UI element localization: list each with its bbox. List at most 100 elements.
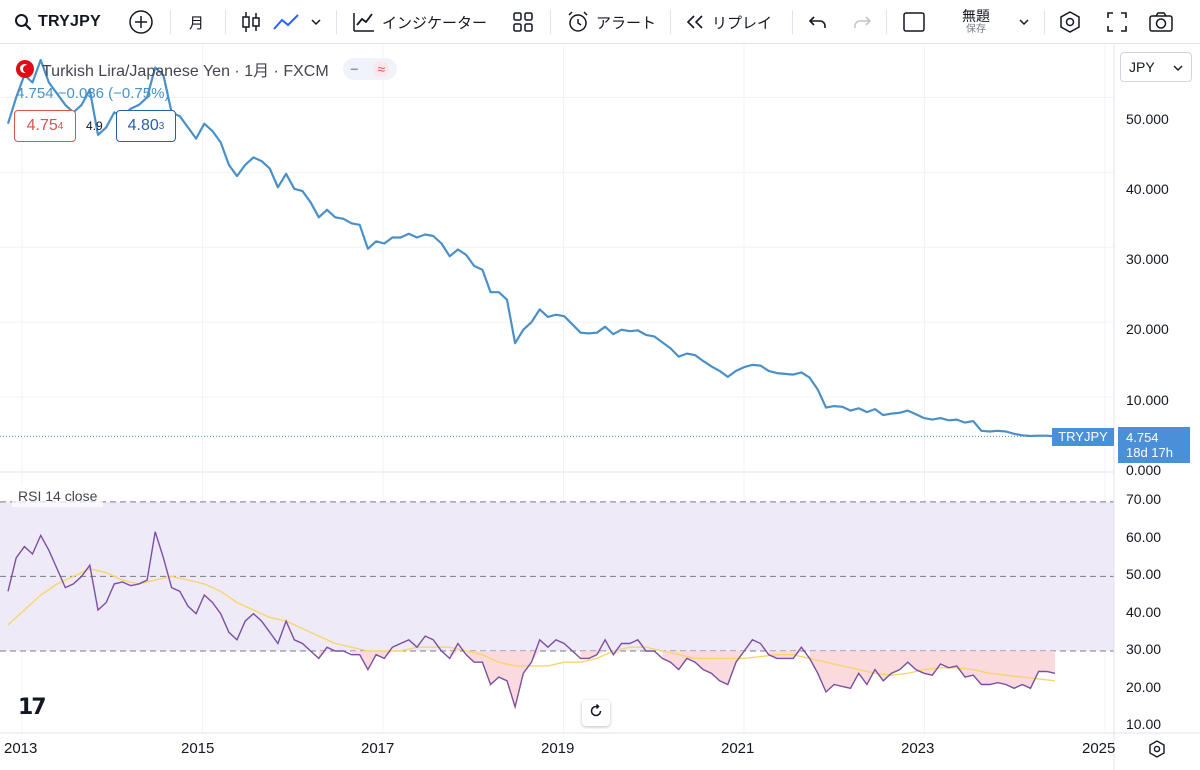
alert-button[interactable]: アラート — [566, 0, 656, 44]
indicator-templates-button[interactable] — [512, 0, 534, 44]
indicators-button[interactable]: インジケーター — [352, 0, 487, 44]
last-price-value: 4.754 — [1126, 430, 1159, 445]
wave-icon: ≈ — [373, 61, 390, 77]
rsi-tick: 60.00 — [1126, 529, 1162, 545]
chart-canvas[interactable] — [0, 45, 1200, 770]
turkey-flag-icon — [16, 60, 34, 78]
minus-icon: − — [350, 61, 359, 77]
chart-grid — [0, 45, 1114, 733]
interval-button[interactable]: 月 — [189, 0, 204, 44]
time-tick: 2015 — [181, 740, 215, 757]
rsi-band-background — [0, 501, 1114, 651]
layout-square-icon — [902, 11, 926, 33]
indicators-label: インジケーター — [382, 14, 488, 32]
grid-icon — [512, 11, 534, 33]
rsi-tick: 50.00 — [1126, 566, 1162, 582]
hexagon-gear-icon — [1058, 10, 1082, 34]
sell-price-main: 4.75 — [26, 117, 58, 134]
price-line — [6, 58, 1056, 438]
alert-label: アラート — [596, 14, 657, 32]
rsi-legend[interactable]: RSI 14 close — [12, 485, 104, 507]
toolbar-divider — [225, 10, 226, 34]
buy-price-pip: 3 — [158, 120, 165, 132]
series-legend: Turkish Lira/Japanese Yen · 1月 · FXCM − … — [16, 57, 397, 81]
spread-value: 4.9 — [86, 119, 103, 133]
toolbar-divider — [170, 10, 171, 34]
series-title: Turkish Lira/Japanese Yen · 1月 · FXCM — [42, 63, 329, 80]
last-price-tag: 4.754 18d 17h — [1118, 427, 1190, 463]
chevron-down-icon — [1173, 59, 1183, 75]
bar-countdown: 18d 17h — [1126, 445, 1173, 460]
time-tick: 2013 — [4, 740, 38, 757]
candlestick-icon — [240, 10, 262, 34]
price-tick: 10.000 — [1126, 392, 1169, 408]
camera-icon — [1148, 11, 1174, 33]
price-tick: 40.000 — [1126, 181, 1169, 197]
indicators-icon — [352, 11, 376, 33]
fullscreen-icon — [1106, 11, 1128, 33]
time-tick: 2017 — [361, 740, 395, 757]
rsi-tick: 10.00 — [1126, 716, 1162, 732]
interval-label: 月 — [189, 14, 205, 32]
layout-name-button[interactable]: 無題 保存 — [948, 0, 1004, 44]
time-tick: 2019 — [541, 740, 575, 757]
snapshot-button[interactable] — [1148, 0, 1174, 44]
legend-price-change: 4.754 −0.036 (−0.75%) — [16, 85, 170, 102]
rsi-tick: 20.00 — [1126, 679, 1162, 695]
buy-price-button[interactable]: 4.80 3 — [116, 110, 176, 142]
price-tick: 30.000 — [1126, 251, 1169, 267]
toolbar-divider — [550, 10, 551, 34]
undo-button[interactable] — [808, 0, 828, 44]
rsi-line — [7, 531, 1056, 710]
chart-type-line-button[interactable] — [272, 0, 300, 44]
hexagon-gear-icon — [1148, 739, 1166, 763]
toolbar-divider — [792, 10, 793, 34]
rsi-tick: 40.00 — [1126, 604, 1162, 620]
time-tick: 2025 — [1082, 740, 1116, 757]
legend-toggle-pill[interactable]: − ≈ — [342, 58, 397, 80]
rsi-ma-line — [7, 568, 1056, 682]
time-axis-settings-button[interactable] — [1146, 739, 1168, 763]
price-tick: 50.000 — [1126, 111, 1169, 127]
sell-price-pip: 4 — [57, 120, 64, 132]
time-tick: 2023 — [901, 740, 935, 757]
sell-price-button[interactable]: 4.75 4 — [14, 110, 76, 142]
buy-price-main: 4.80 — [127, 117, 159, 134]
rsi-tick: 30.00 — [1126, 641, 1162, 657]
plus-circle-icon — [128, 9, 154, 35]
layout-menu-dropdown[interactable] — [1018, 0, 1030, 44]
symbol-name: TRYJPY — [38, 13, 101, 30]
layout-title: 無題 — [962, 8, 990, 24]
toolbar-divider — [336, 10, 337, 34]
fullscreen-button[interactable] — [1106, 0, 1128, 44]
toolbar-divider — [886, 10, 887, 34]
chevron-down-icon — [310, 18, 322, 26]
layout-button[interactable] — [902, 0, 926, 44]
chart-type-candles-button[interactable] — [240, 0, 262, 44]
tradingview-logo[interactable]: 17 — [18, 695, 47, 720]
currency-dropdown[interactable]: JPY — [1120, 52, 1192, 82]
rsi-tick: 70.00 — [1126, 491, 1162, 507]
last-price-symbol-tag: TRYJPY — [1052, 428, 1114, 446]
compare-symbol-button[interactable] — [128, 0, 154, 44]
toolbar-divider — [670, 10, 671, 34]
reset-icon — [589, 703, 603, 723]
redo-button[interactable] — [852, 0, 872, 44]
replay-button[interactable]: リプレイ — [684, 0, 772, 44]
reset-chart-button[interactable] — [582, 700, 610, 726]
price-tick: 0.000 — [1126, 462, 1162, 478]
chart-area[interactable]: Turkish Lira/Japanese Yen · 1月 · FXCM − … — [0, 45, 1200, 770]
line-chart-icon — [272, 12, 300, 32]
chart-type-dropdown[interactable] — [310, 0, 322, 44]
time-tick: 2021 — [721, 740, 755, 757]
rsi-oversold-fill — [318, 651, 1055, 707]
chevron-down-icon — [1018, 18, 1030, 26]
symbol-search-button[interactable]: TRYJPY — [14, 0, 101, 44]
top-toolbar: TRYJPY 月 インジケーター — [0, 0, 1200, 44]
alarm-clock-icon — [566, 10, 590, 34]
rewind-icon — [684, 14, 706, 30]
currency-label: JPY — [1129, 59, 1155, 75]
settings-button[interactable] — [1058, 0, 1082, 44]
undo-icon — [808, 14, 828, 30]
toolbar-divider — [1044, 10, 1045, 34]
